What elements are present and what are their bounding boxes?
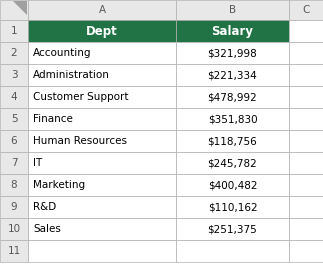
Bar xyxy=(176,108,289,130)
Bar xyxy=(176,240,289,262)
Bar xyxy=(0,240,28,262)
Bar xyxy=(28,64,176,86)
Text: Dept: Dept xyxy=(86,24,118,38)
Text: Marketing: Marketing xyxy=(33,180,85,190)
Bar xyxy=(0,0,28,20)
Text: Sales: Sales xyxy=(33,224,61,234)
Polygon shape xyxy=(13,1,27,15)
Text: IT: IT xyxy=(33,158,42,168)
Text: $245,782: $245,782 xyxy=(208,158,257,168)
Bar xyxy=(289,20,323,42)
Text: $351,830: $351,830 xyxy=(208,114,257,124)
Bar xyxy=(0,152,28,174)
Text: $251,375: $251,375 xyxy=(208,224,257,234)
Text: $221,334: $221,334 xyxy=(208,70,257,80)
Text: Accounting: Accounting xyxy=(33,48,91,58)
Bar xyxy=(28,130,176,152)
Bar xyxy=(28,86,176,108)
Text: 10: 10 xyxy=(7,224,21,234)
Text: 7: 7 xyxy=(11,158,17,168)
Bar xyxy=(289,86,323,108)
Bar xyxy=(28,20,176,42)
Text: 11: 11 xyxy=(7,246,21,256)
Bar xyxy=(28,42,176,64)
Bar xyxy=(289,196,323,218)
Text: 2: 2 xyxy=(11,48,17,58)
Bar xyxy=(176,64,289,86)
Text: $118,756: $118,756 xyxy=(208,136,257,146)
Bar xyxy=(176,42,289,64)
Bar xyxy=(0,174,28,196)
Text: $110,162: $110,162 xyxy=(208,202,257,212)
Bar xyxy=(28,0,176,20)
Bar xyxy=(289,152,323,174)
Bar xyxy=(28,196,176,218)
Bar xyxy=(0,86,28,108)
Bar xyxy=(176,86,289,108)
Bar xyxy=(176,20,289,42)
Bar xyxy=(28,108,176,130)
Text: 3: 3 xyxy=(11,70,17,80)
Bar xyxy=(0,64,28,86)
Bar xyxy=(289,42,323,64)
Bar xyxy=(176,196,289,218)
Bar xyxy=(176,152,289,174)
Bar xyxy=(289,240,323,262)
Bar xyxy=(289,108,323,130)
Bar xyxy=(289,64,323,86)
Bar xyxy=(28,152,176,174)
Text: Salary: Salary xyxy=(212,24,254,38)
Bar xyxy=(28,174,176,196)
Bar xyxy=(176,130,289,152)
Bar xyxy=(289,0,323,20)
Text: Human Resources: Human Resources xyxy=(33,136,127,146)
Bar xyxy=(0,218,28,240)
Text: $478,992: $478,992 xyxy=(208,92,257,102)
Text: 6: 6 xyxy=(11,136,17,146)
Bar xyxy=(289,130,323,152)
Text: Customer Support: Customer Support xyxy=(33,92,129,102)
Bar xyxy=(289,218,323,240)
Text: 5: 5 xyxy=(11,114,17,124)
Text: Administration: Administration xyxy=(33,70,110,80)
Text: $400,482: $400,482 xyxy=(208,180,257,190)
Bar xyxy=(176,174,289,196)
Bar xyxy=(0,42,28,64)
Bar xyxy=(176,0,289,20)
Text: R&D: R&D xyxy=(33,202,56,212)
Bar xyxy=(0,196,28,218)
Bar xyxy=(289,174,323,196)
Text: 9: 9 xyxy=(11,202,17,212)
Text: C: C xyxy=(302,5,310,15)
Text: B: B xyxy=(229,5,236,15)
Text: 1: 1 xyxy=(11,26,17,36)
Text: Finance: Finance xyxy=(33,114,73,124)
Bar xyxy=(0,20,28,42)
Bar xyxy=(0,108,28,130)
Text: A: A xyxy=(99,5,106,15)
Bar xyxy=(28,240,176,262)
Text: 4: 4 xyxy=(11,92,17,102)
Text: $321,998: $321,998 xyxy=(208,48,257,58)
Bar xyxy=(28,218,176,240)
Text: 8: 8 xyxy=(11,180,17,190)
Bar xyxy=(176,218,289,240)
Bar xyxy=(0,130,28,152)
